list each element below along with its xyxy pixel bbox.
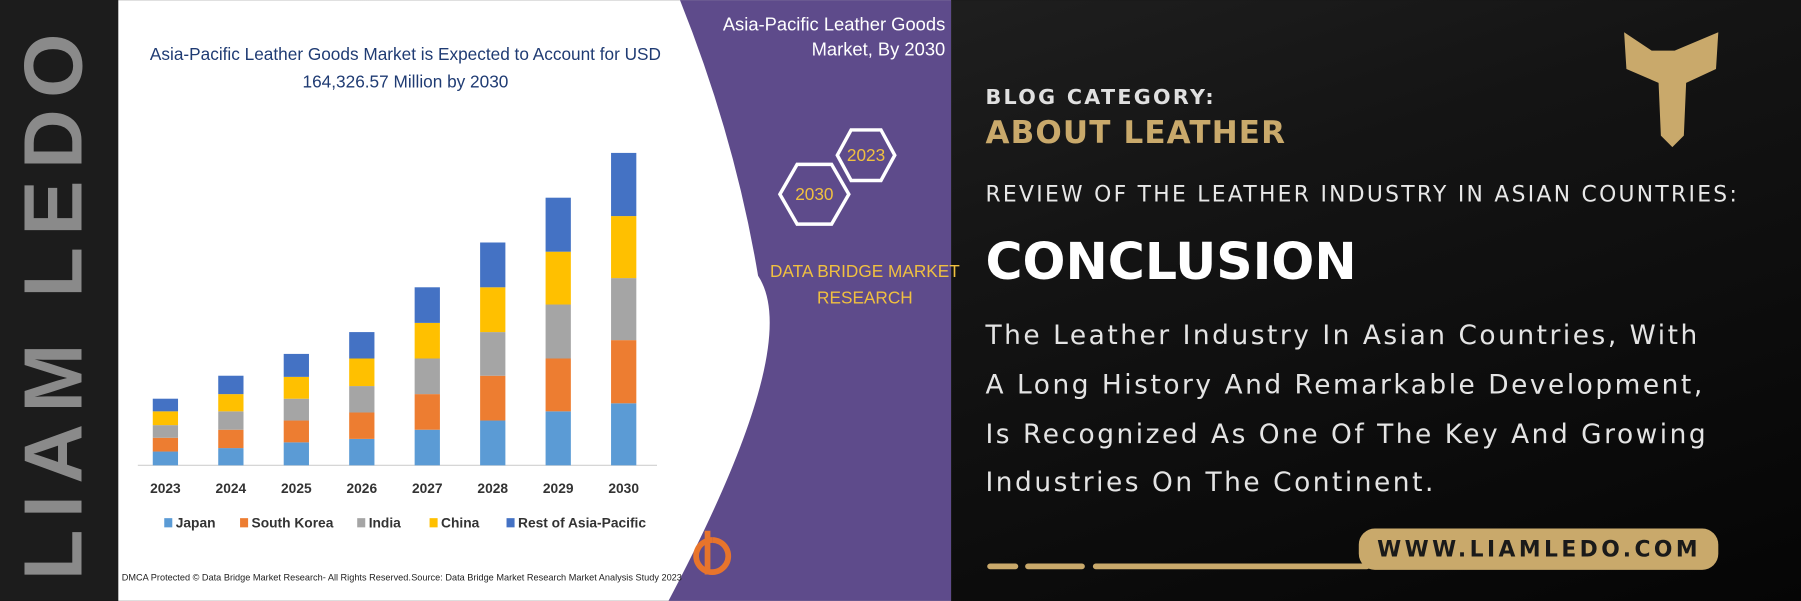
legend-swatch <box>164 518 173 528</box>
x-tick-label: 2025 <box>281 481 312 496</box>
paragraph: The Leather Industry In Asian Countries,… <box>984 320 1699 351</box>
x-tick-label: 2027 <box>412 481 443 496</box>
x-tick-label: 2024 <box>216 481 247 496</box>
bar-segment <box>152 437 179 452</box>
legend-swatch <box>240 518 249 528</box>
bar-segment <box>283 398 309 421</box>
category: ABOUT LEATHER <box>985 115 1286 151</box>
bar-segment <box>414 358 440 395</box>
bar-segment <box>611 216 637 279</box>
bar-segment <box>349 438 375 466</box>
heading: CONCLUSION <box>985 232 1356 291</box>
bar-segment <box>480 242 506 288</box>
hex-label: 2030 <box>795 184 833 204</box>
brand-text: DATA BRIDGE MARKET <box>770 261 960 281</box>
website-button[interactable] <box>1358 528 1719 570</box>
legend-label: South Korea <box>252 516 334 531</box>
bar-segment <box>152 425 179 438</box>
bar-segment <box>218 448 244 466</box>
bar-segment <box>283 376 309 399</box>
chart-title: Asia-Pacific Leather Goods Market is Exp… <box>150 44 661 64</box>
footnote: DMCA Protected © Data Bridge Market Rese… <box>122 572 411 582</box>
bar-segment <box>218 411 244 430</box>
plot: 2023 2024 2025 2026 2027 2028 2029 2030 Japan Sou… <box>150 152 646 531</box>
bar-segment <box>611 340 637 404</box>
side-text: LIAM LEDO <box>7 22 100 580</box>
purple-panel <box>668 0 952 601</box>
paragraph: Is Recognized As One Of The Key And Grow… <box>985 419 1708 450</box>
bar-segment <box>414 322 440 359</box>
bar-segment <box>480 287 506 333</box>
bar-segment <box>414 429 440 466</box>
bar-segment <box>152 451 179 466</box>
category-label: BLOG CATEGORY: <box>985 85 1215 109</box>
bar-segment <box>414 394 440 430</box>
bar-segment <box>611 403 637 466</box>
bar-segment <box>480 332 506 376</box>
side-strip <box>0 0 119 601</box>
subtitle: REVIEW OF THE LEATHER INDUSTRY IN ASIAN … <box>985 182 1739 207</box>
legend-label: China <box>441 516 480 531</box>
x-tick-label: 2029 <box>543 481 574 496</box>
bar-segment <box>349 358 375 387</box>
bar-segment <box>283 353 309 377</box>
brand-logo <box>693 530 732 575</box>
x-tick-label: 2028 <box>477 481 508 496</box>
chart-title: 164,326.57 Million by 2030 <box>303 71 509 91</box>
logo <box>1624 32 1719 148</box>
x-tick-label: 2026 <box>346 481 377 496</box>
bar-segment <box>611 152 637 217</box>
bar-segment <box>349 386 375 413</box>
bar-segment <box>218 394 244 412</box>
bar-segment <box>414 287 440 323</box>
bar-segment <box>545 411 571 466</box>
bar-segment <box>545 251 571 305</box>
website[interactable]: WWW.LIAMLEDO.COM <box>1377 537 1701 562</box>
bar-segment <box>545 358 571 412</box>
bar-segment <box>283 420 309 443</box>
bar-segment <box>349 332 375 359</box>
hexagon <box>777 162 851 226</box>
legend-swatch <box>357 518 366 528</box>
x-tick-label: 2030 <box>608 481 639 496</box>
bar-segment <box>349 412 375 439</box>
bar-segment <box>545 304 571 359</box>
bar-segment <box>152 411 179 426</box>
bar-segment <box>611 278 637 341</box>
bar-segment <box>480 375 506 421</box>
bar-segment <box>218 429 244 449</box>
paragraph: Industries On The Continent. <box>985 467 1435 498</box>
hex-label: 2023 <box>847 145 885 165</box>
legend-label: Japan <box>176 516 216 531</box>
x-tick-label: 2023 <box>150 481 181 496</box>
brand-text: RESEARCH <box>817 287 913 307</box>
legend-swatch <box>429 518 438 528</box>
legend-label: Rest of Asia-Pacific <box>518 516 646 531</box>
bar-segment <box>480 420 506 466</box>
bar-segment <box>152 398 179 412</box>
bar-segment <box>283 442 309 466</box>
bar-segment <box>545 197 571 252</box>
footnote: Source: Data Bridge Market Research Mark… <box>411 572 682 582</box>
legend-label: India <box>369 516 401 531</box>
hexagon <box>835 128 897 183</box>
bar-segment <box>218 375 244 395</box>
paragraph: A Long History And Remarkable Developmen… <box>985 370 1704 401</box>
panel-title: Market, By 2030 <box>812 39 946 60</box>
legend-swatch <box>506 518 515 528</box>
panel-title: Asia-Pacific Leather Goods <box>723 13 945 34</box>
